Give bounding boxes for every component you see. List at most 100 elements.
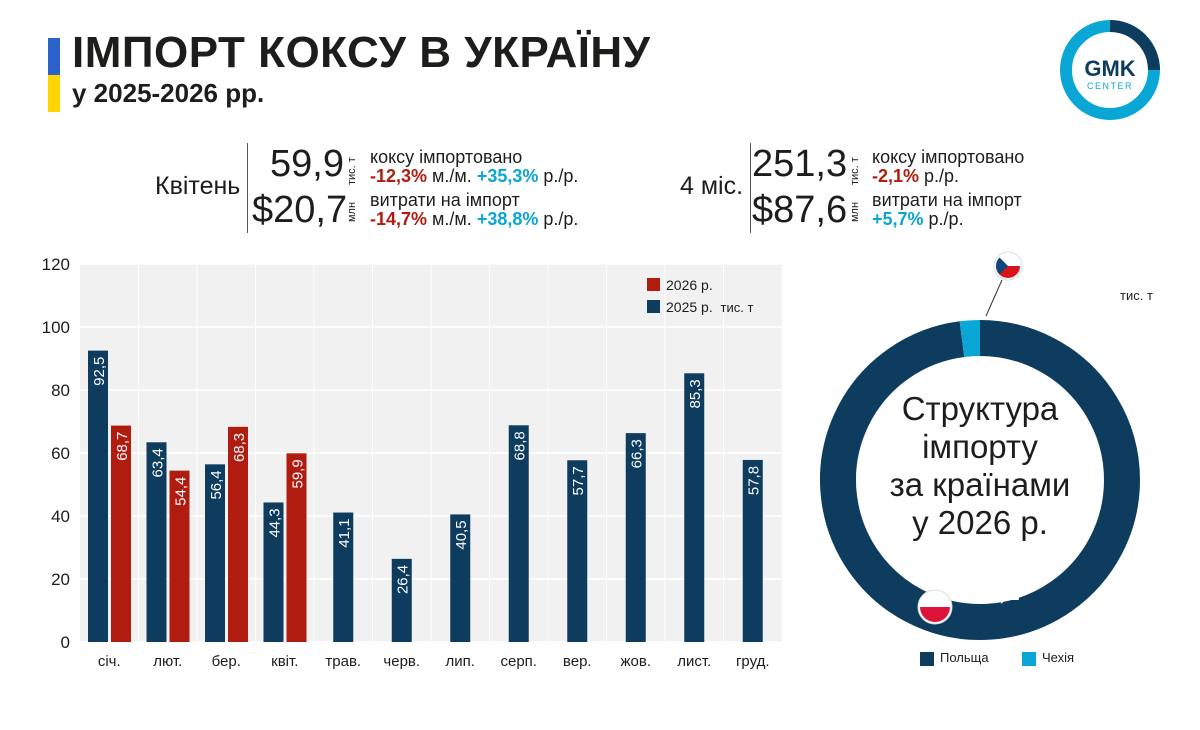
x-tick-label: бер. — [212, 653, 241, 670]
four-months-volume-yy-suffix: р./р. — [919, 166, 960, 186]
y-tick-label: 20 — [51, 570, 70, 589]
logo-text-center: CENTER — [1087, 81, 1133, 91]
bar-label-2025: 40,5 — [453, 520, 470, 549]
four-months-volume-desc: коксу імпортовано — [872, 147, 1025, 167]
bar-label-2025: 63,4 — [150, 448, 167, 477]
y-tick-label: 40 — [51, 507, 70, 526]
flag-yellow-stripe — [48, 75, 60, 112]
x-tick-label: лист. — [677, 653, 711, 670]
april-volume-mm: -12,3% — [370, 166, 428, 186]
flag-czechia-blue-lower — [996, 266, 1008, 275]
bar-label-2025: 68,8 — [512, 431, 529, 460]
four-months-divider — [750, 143, 751, 233]
donut-title-line: за країнами — [889, 466, 1071, 503]
bar-chart: 0 20 40 60 80 100 120 92,5 68,7 січ. 63,4 54,4 лют. 5… — [42, 255, 782, 670]
bar-label-2026: 54,4 — [173, 477, 190, 506]
april-cost-value: $20,7 — [252, 189, 348, 231]
four-months-cost-value: $87,6 — [752, 189, 848, 231]
april-volume-value: 59,9 — [270, 143, 344, 185]
april-cost-yy: +38,8% — [476, 209, 539, 229]
flag-blue-stripe — [48, 38, 60, 75]
bar-2025 — [263, 502, 284, 642]
x-tick-label: квіт. — [271, 653, 298, 670]
y-tick-label: 0 — [61, 633, 70, 652]
bar-label-2025: 57,7 — [570, 466, 587, 495]
donut-units-label: тис. т — [1120, 288, 1153, 303]
donut-title-line: імпорту — [922, 428, 1038, 465]
four-months-cost-unit: млн — [849, 201, 861, 222]
april-volume-change: -12,3% м./м. +35,3% р./р. — [370, 166, 578, 186]
legend-swatch — [647, 278, 660, 291]
bar-label-2025: 41,1 — [336, 519, 353, 548]
legend-label: 2026 р. — [666, 277, 713, 293]
page-title: ІМПОРТ КОКСУ В УКРАЇНУ — [72, 28, 651, 77]
bar-2025 — [333, 512, 354, 642]
legend-label: 2025 р. — [666, 299, 713, 315]
x-tick-label: черв. — [383, 653, 420, 670]
donut-chart-container — [820, 250, 1200, 690]
bar-2026 — [228, 426, 248, 642]
april-cost-mm-suffix: м./м. — [427, 209, 477, 229]
page-subtitle: у 2025-2026 рр. — [72, 78, 265, 108]
four-months-volume-unit: тис. т — [849, 157, 861, 185]
logo-ring-accent — [1109, 20, 1160, 71]
donut-slice-czechia — [959, 320, 981, 358]
bar-2025 — [450, 514, 471, 642]
bar-label-2025: 26,4 — [395, 565, 412, 594]
bar-chart-container: 0 20 40 60 80 100 120 92,5 68,7 січ. 63,4 54,4 лют. 5… — [0, 250, 800, 680]
april-volume-mm-suffix: м./м. — [427, 166, 477, 186]
flag-poland-red — [920, 607, 950, 622]
donut-slice-poland — [820, 320, 1140, 640]
x-tick-label: серп. — [501, 653, 537, 670]
april-cost-yy-suffix: р./р. — [538, 209, 579, 229]
bar-2025 — [391, 558, 412, 642]
donut-chart — [820, 251, 1140, 640]
april-cost-mm: -14,7% — [370, 209, 428, 229]
april-volume-unit: тис. т — [346, 157, 358, 185]
x-tick-label: вер. — [563, 653, 592, 670]
flag-czechia-blue — [996, 257, 1008, 266]
april-volume-desc: коксу імпортовано — [370, 147, 523, 167]
april-cost-change: -14,7% м./м. +38,8% р./р. — [370, 209, 578, 229]
logo-text-gmk: GMK — [1084, 56, 1135, 81]
legend-swatch — [647, 300, 660, 313]
bar-label-2026: 68,7 — [114, 432, 131, 461]
bar-2025 — [625, 433, 646, 642]
four-months-label: 4 міс. — [680, 172, 744, 200]
april-divider — [247, 143, 248, 233]
ukraine-flag-bar — [48, 38, 60, 112]
bar-label-2025: 85,3 — [687, 379, 704, 408]
legend-swatch-czechia — [1022, 651, 1036, 666]
legend-label-czechia: Чехія — [1042, 650, 1075, 665]
four-months-cost-yy-suffix: р./р. — [923, 209, 964, 229]
donut-title-line: Структура — [901, 390, 1059, 427]
y-tick-label: 60 — [51, 444, 70, 463]
flag-czechia-leader — [985, 279, 1003, 317]
four-months-cost-desc: витрати на імпорт — [872, 190, 1022, 210]
bar-2025 — [684, 373, 705, 642]
donut-legend-item-czechia: Чехія — [1022, 650, 1074, 666]
bar-label-2025: 44,3 — [267, 508, 284, 537]
bar-chart-units-label: тис. т — [721, 300, 754, 315]
bar-label-2025: 92,5 — [91, 357, 108, 386]
four-months-cost-change: +5,7% р./р. — [872, 209, 964, 229]
four-months-volume-change: -2,1% р./р. — [872, 166, 959, 186]
bar-label-2026: 59,9 — [290, 459, 307, 488]
gmk-center-logo: GMK CENTER — [1060, 20, 1160, 120]
april-cost-desc: витрати на імпорт — [370, 190, 520, 210]
legend-label-poland: Польща — [940, 650, 989, 665]
x-tick-label: груд. — [736, 653, 770, 670]
bar-2026 — [111, 425, 131, 642]
bar-2026 — [286, 453, 307, 642]
april-volume-yy-suffix: р./р. — [538, 166, 579, 186]
bar-2025 — [205, 464, 225, 642]
bar-2025 — [146, 442, 167, 642]
legend-swatch-poland — [920, 651, 934, 666]
donut-title-line: у 2026 р. — [912, 504, 1048, 541]
bar-2025 — [88, 350, 108, 642]
bar-2025 — [508, 425, 529, 642]
x-tick-label: лип. — [446, 653, 475, 670]
x-tick-label: жов. — [620, 653, 651, 670]
y-tick-label: 120 — [42, 255, 70, 274]
four-months-cost-yy: +5,7% — [872, 209, 924, 229]
